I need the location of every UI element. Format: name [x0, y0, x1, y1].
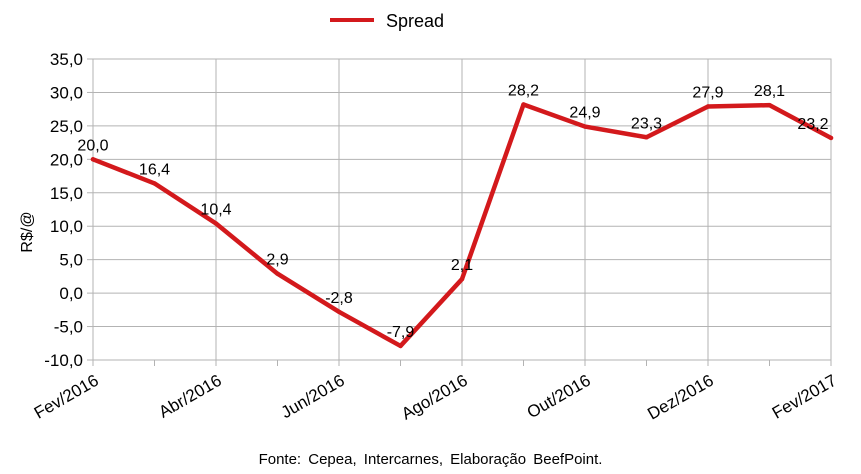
- data-point: [459, 276, 465, 282]
- data-point: [644, 135, 649, 140]
- data-point: [398, 343, 403, 349]
- y-tick-label: -5,0: [54, 318, 83, 337]
- x-tick-label: Abr/2016: [156, 371, 225, 422]
- data-label: 28,1: [754, 83, 785, 100]
- data-label: -2,8: [325, 290, 353, 307]
- y-tick-label: 20,0: [50, 150, 83, 169]
- y-tick-label: 35,0: [50, 50, 83, 69]
- data-label: 20,0: [77, 137, 108, 154]
- y-tick-label: 0,0: [59, 284, 83, 303]
- data-label: 2,1: [451, 257, 473, 274]
- data-label: -7,9: [387, 324, 415, 341]
- y-tick-label: 10,0: [50, 217, 83, 236]
- data-point: [275, 271, 280, 276]
- source-caption: Fonte: Cepea, Intercarnes, Elaboração Be…: [258, 451, 603, 468]
- data-point: [582, 124, 588, 129]
- data-label: 10,4: [200, 202, 231, 219]
- legend-label-spread: Spread: [386, 11, 444, 31]
- y-tick-label: -10,0: [44, 351, 83, 370]
- data-point: [828, 135, 834, 141]
- data-point: [152, 181, 157, 186]
- y-tick-label: 15,0: [50, 184, 83, 203]
- data-labels: 20,0 16,4 10,4 2,9 -2,8 -7,9 2,1 28,2 24,9 23,3 27…: [77, 82, 828, 340]
- data-point: [521, 102, 526, 107]
- data-label: 2,9: [266, 252, 288, 269]
- y-tick-label: 25,0: [50, 117, 83, 136]
- y-axis-title: R$/@: [19, 211, 36, 252]
- data-point: [336, 309, 342, 315]
- data-label: 27,9: [692, 84, 723, 101]
- x-tick-label: Jun/2016: [278, 371, 348, 422]
- y-tick-label: 5,0: [59, 251, 83, 270]
- x-tick-label: Out/2016: [524, 371, 594, 422]
- legend: Spread: [330, 11, 444, 31]
- x-tick-labels: Fev/2016 Abr/2016 Jun/2016 Ago/2016 Out/2016…: [31, 371, 840, 424]
- axes: [87, 58, 832, 366]
- data-point: [705, 104, 711, 109]
- data-label: 24,9: [569, 105, 600, 122]
- y-tick-labels: -10,0 -5,0 0,0 5,0 10,0 15,0 20,0 25,0 30,0 35,0: [44, 50, 83, 370]
- data-label: 28,2: [508, 82, 539, 99]
- data-point: [213, 221, 219, 226]
- data-label: 16,4: [139, 161, 170, 178]
- series-layer: [90, 102, 834, 349]
- x-tick-label: Dez/2016: [644, 371, 717, 424]
- data-label: 23,3: [631, 115, 662, 132]
- x-tick-label: Fev/2017: [769, 371, 840, 423]
- x-tick-label: Ago/2016: [398, 371, 471, 424]
- data-point: [90, 157, 96, 162]
- data-point: [767, 102, 772, 108]
- y-tick-label: 30,0: [50, 83, 83, 102]
- data-label: 23,2: [797, 116, 828, 133]
- plot-frame: [92, 58, 832, 361]
- x-tick-label: Fev/2016: [31, 371, 102, 423]
